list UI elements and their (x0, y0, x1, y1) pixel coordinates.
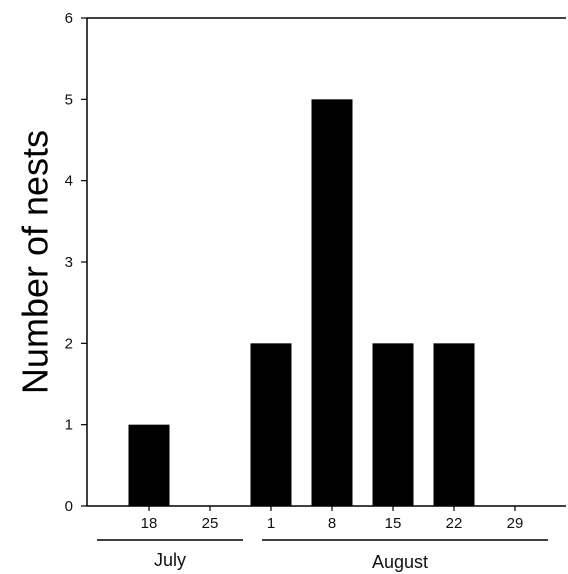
bar (311, 99, 353, 506)
x-tick-label: 18 (141, 515, 158, 532)
bar (372, 343, 414, 506)
y-tick-label: 1 (65, 417, 73, 434)
bar (128, 424, 170, 506)
x-tick-label: 22 (446, 515, 463, 532)
bar (250, 343, 292, 506)
y-tick-label: 0 (65, 498, 73, 515)
y-tick-label: 2 (65, 335, 73, 352)
y-tick-label: 6 (65, 10, 73, 27)
y-tick-label: 4 (65, 173, 73, 190)
x-tick-label: 29 (507, 515, 524, 532)
y-axis-title: Number of nests (15, 130, 56, 394)
bar (433, 343, 475, 506)
month-group-label: August (372, 552, 428, 572)
x-tick-label: 15 (385, 515, 402, 532)
x-tick-label: 8 (328, 515, 336, 532)
y-tick-label: 5 (65, 91, 73, 108)
y-tick-label: 3 (65, 254, 73, 271)
x-tick-label: 1 (267, 515, 275, 532)
y-axis-title-group: Number of nests (15, 130, 56, 394)
x-tick-label: 25 (202, 515, 219, 532)
month-group-label: July (154, 550, 186, 570)
